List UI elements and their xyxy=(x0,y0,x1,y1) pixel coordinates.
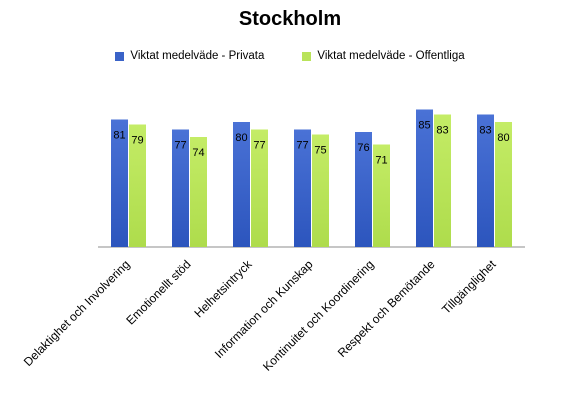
data-label-privata-2: 80 xyxy=(235,132,247,144)
bar-privata-6 xyxy=(477,114,494,247)
bar-privata-2 xyxy=(233,122,250,247)
data-label-offentliga-4: 71 xyxy=(375,155,387,167)
category-label-4: Kontinuitet och Koordinering xyxy=(260,257,377,374)
category-label-1: Emotionellt stöd xyxy=(123,257,193,327)
data-label-offentliga-5: 83 xyxy=(436,125,448,137)
data-label-privata-3: 77 xyxy=(296,140,308,152)
category-label-0: Delaktighet och Involvering xyxy=(21,257,133,369)
data-label-privata-0: 81 xyxy=(113,130,125,142)
category-label-6: Tillgänglighet xyxy=(439,257,499,317)
data-label-privata-6: 83 xyxy=(479,125,491,137)
data-label-privata-5: 85 xyxy=(418,120,430,132)
chart-title: Stockholm xyxy=(238,8,342,30)
legend: Viktat medelväde - Privata Viktat medelv… xyxy=(0,50,580,62)
data-label-privata-4: 76 xyxy=(357,142,369,154)
category-label-2: Helhetsintryck xyxy=(191,257,255,321)
bar-offentliga-2 xyxy=(251,129,268,247)
bar-offentliga-0 xyxy=(129,124,146,247)
bar-privata-3 xyxy=(294,129,311,247)
bar-offentliga-4 xyxy=(373,144,390,247)
category-label-3: Information och Kunskap xyxy=(212,257,316,361)
data-label-offentliga-0: 79 xyxy=(131,135,143,147)
bar-privata-5 xyxy=(416,109,433,247)
legend-swatch-privata xyxy=(115,51,125,61)
legend-label-offentliga: Viktat medelväde - Offentliga xyxy=(317,50,465,62)
legend-swatch-offentliga xyxy=(302,51,312,61)
bar-privata-1 xyxy=(172,129,189,247)
bar-offentliga-6 xyxy=(495,122,512,247)
bar-offentliga-5 xyxy=(434,114,451,247)
data-label-privata-1: 77 xyxy=(174,140,186,152)
data-label-offentliga-3: 75 xyxy=(314,145,326,157)
bar-privata-4 xyxy=(355,132,372,247)
data-label-offentliga-1: 74 xyxy=(192,147,204,159)
legend-item-privata: Viktat medelväde - Privata xyxy=(115,50,264,62)
bar-offentliga-3 xyxy=(312,134,329,247)
bar-privata-0 xyxy=(111,119,128,247)
legend-item-offentliga: Viktat medelväde - Offentliga xyxy=(302,50,465,62)
legend-label-privata: Viktat medelväde - Privata xyxy=(130,50,265,62)
data-label-offentliga-6: 80 xyxy=(497,132,509,144)
data-label-offentliga-2: 77 xyxy=(253,140,265,152)
bar-offentliga-1 xyxy=(190,137,207,247)
